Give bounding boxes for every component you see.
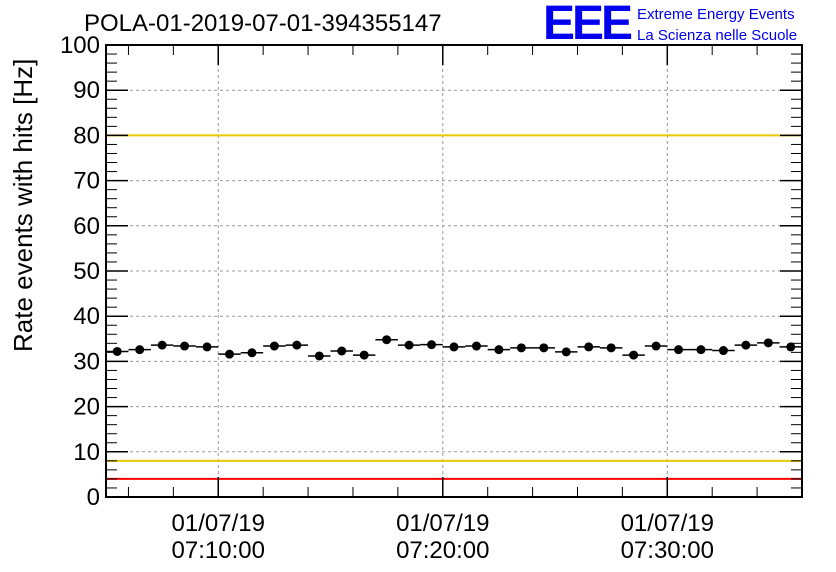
x-tick-label-time: 07:10:00 [172,537,265,564]
data-point [382,335,392,345]
chart-title: POLA-01-2019-07-01-394355147 [84,10,442,37]
y-tick-label: 20 [73,394,100,421]
eee-logo-mark: EEE [543,0,633,50]
data-point [741,340,751,350]
y-tick-label: 10 [73,439,100,466]
data-point [314,351,324,361]
data-point [674,345,684,355]
grid-lines [106,45,802,497]
data-point [606,343,616,353]
x-axis: 01/07/1907:10:0001/07/1907:20:0001/07/19… [127,45,803,564]
x-tick-label-date: 01/07/19 [396,510,489,537]
y-tick-label: 0 [87,484,100,511]
y-tick-label: 50 [73,258,100,285]
data-points [106,335,802,361]
data-point [561,347,571,357]
y-tick-label: 70 [73,168,100,195]
x-tick-label-date: 01/07/19 [172,510,265,537]
data-point [494,345,504,355]
y-tick-label: 100 [60,32,100,59]
data-point [202,342,212,352]
data-point [763,338,773,348]
data-point [135,345,145,355]
data-point [157,340,167,350]
data-point [539,343,549,353]
data-point [516,343,526,353]
data-point [337,346,347,356]
y-axis: 0 10 20 30 40 50 60 70 80 90 100 [60,32,802,511]
data-point [427,340,437,350]
x-tick-label-time: 07:20:00 [396,537,489,564]
data-point [359,350,369,360]
logo-line-2: La Scienza nelle Scuole [637,27,798,44]
y-tick-label: 80 [73,122,100,149]
data-point [584,342,594,352]
x-tick-label-time: 07:30:00 [621,537,714,564]
data-point [269,341,279,351]
y-axis-label: Rate events with hits [Hz] [8,58,38,352]
data-point [247,348,257,358]
logo-line-1: Extreme Energy Events [637,6,795,23]
y-tick-label: 60 [73,213,100,240]
data-point [224,349,234,359]
y-tick-label: 90 [73,77,100,104]
data-point [651,341,661,351]
y-tick-label: 30 [73,348,100,375]
x-tick-label-date: 01/07/19 [621,510,714,537]
y-tick-label: 40 [73,303,100,330]
data-point [718,346,728,356]
data-point [449,342,459,352]
data-point [696,345,706,355]
data-point [112,346,122,356]
logo-text: Extreme Energy Events La Scienza nelle S… [637,4,797,46]
data-point [471,341,481,351]
data-point [180,341,190,351]
data-point [292,340,302,350]
data-point [404,340,414,350]
data-point [629,350,639,360]
reference-lines [106,44,802,480]
data-point [786,342,796,352]
